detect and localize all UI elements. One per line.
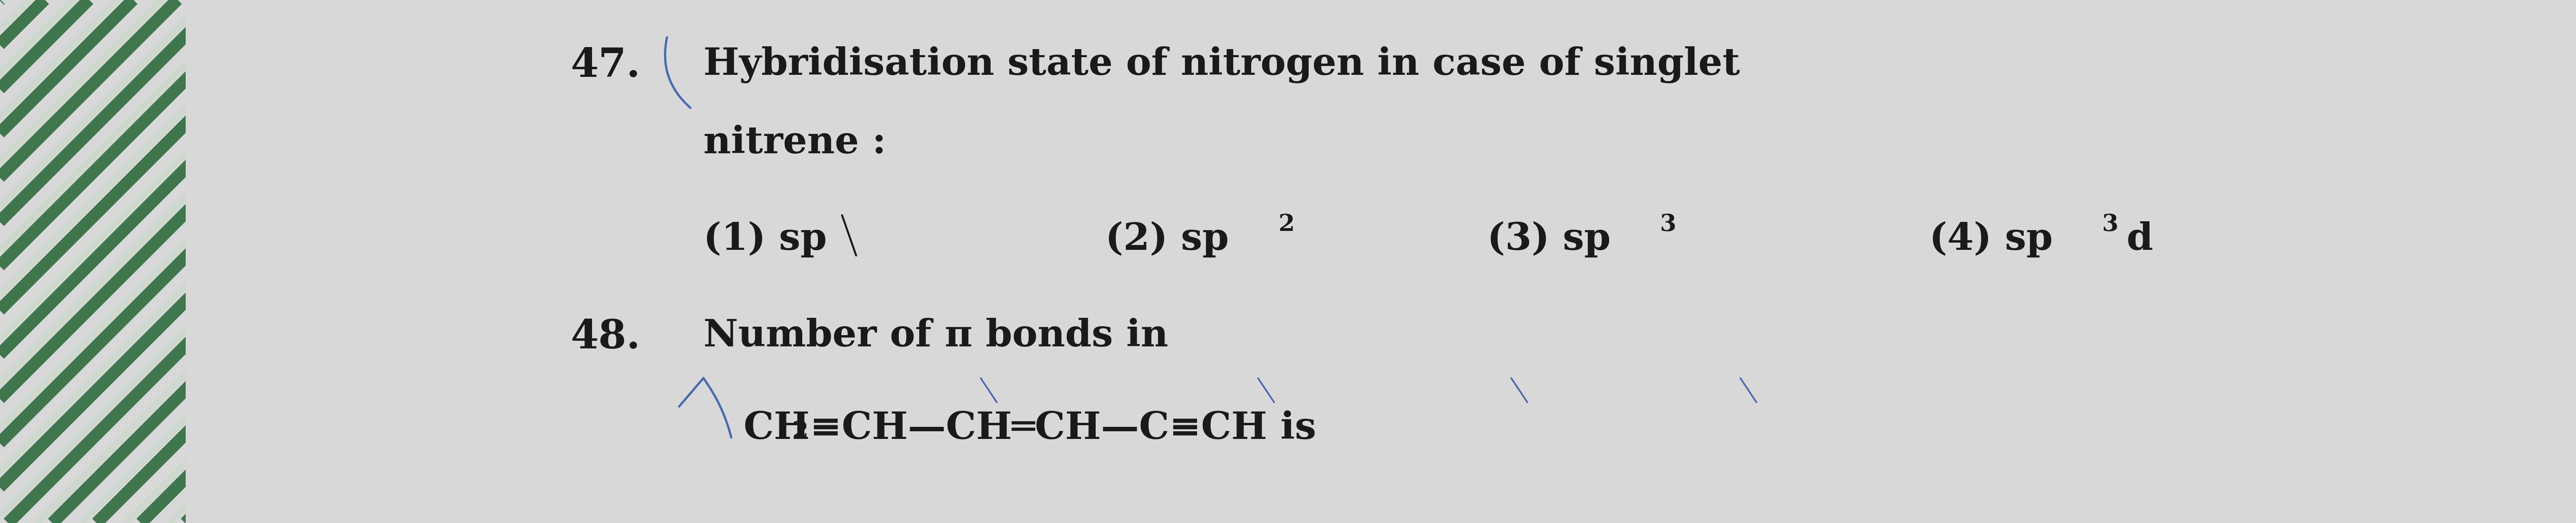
Text: (4) sp: (4) sp [1929,221,2053,257]
Text: 3: 3 [1659,213,1677,236]
Text: (2) sp: (2) sp [1105,221,1229,257]
Text: ≡CH—CH═CH—C≡CH is: ≡CH—CH═CH—C≡CH is [809,411,1316,447]
Text: (1) sp: (1) sp [703,221,827,257]
Text: 3: 3 [2102,213,2117,236]
Text: CH: CH [744,411,809,447]
Text: Number of π bonds in: Number of π bonds in [703,318,1167,354]
Text: 48.: 48. [572,318,641,357]
Text: Hybridisation state of nitrogen in case of singlet: Hybridisation state of nitrogen in case … [703,46,1739,83]
Text: d: d [2125,221,2154,257]
Text: nitrene :: nitrene : [703,124,886,161]
Text: 2: 2 [791,420,809,443]
Text: 47.: 47. [572,46,641,85]
Text: (3) sp: (3) sp [1486,221,1610,257]
Text: 2: 2 [1278,213,1293,236]
